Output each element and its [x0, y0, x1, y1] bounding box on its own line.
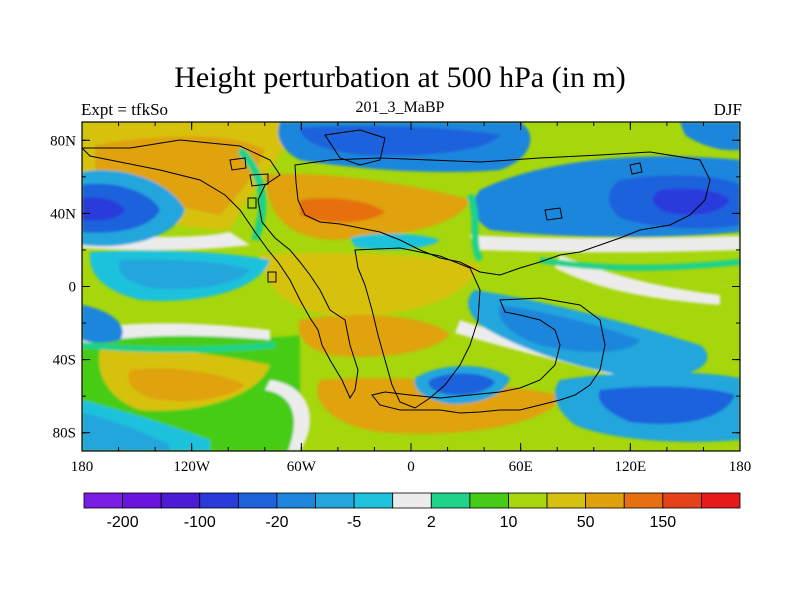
colorbar-label: -100 [184, 514, 216, 531]
colorbar-swatch [315, 492, 355, 509]
low-atlantic-south-core [428, 373, 495, 395]
colorbar-labels: -200 -100 -20 -5 2 10 50 150 [107, 514, 677, 531]
y-axis-labels: 80N 40N 0 40S 80S [50, 133, 76, 441]
coast-island-1 [229, 157, 247, 171]
colorbar-label: 10 [500, 514, 518, 531]
low-arctic-east [680, 122, 740, 151]
coast-island-3 [267, 271, 277, 283]
low-atlantic-eq [350, 233, 440, 250]
orangered-europe [300, 198, 385, 223]
low-pacific-north-deep [82, 197, 125, 221]
x-axis-ticks [81, 122, 741, 451]
season-label: DJF [713, 100, 742, 119]
coast-greenland [324, 129, 386, 166]
colorbar-label: 150 [649, 514, 676, 531]
coastline [82, 129, 711, 414]
coast-island-5 [544, 207, 563, 221]
coast-australia [371, 297, 606, 414]
colorbar-swatch [469, 492, 509, 509]
colorbar-swatch [237, 492, 278, 509]
colorbar-swatch [276, 492, 316, 509]
colorbar-swatch [662, 492, 702, 509]
y-tick-label: 80N [50, 133, 76, 149]
x-tick-label: 120W [173, 459, 211, 475]
orange-south [298, 315, 450, 357]
y-tick-label: 80S [53, 426, 76, 442]
halo-4 [539, 257, 740, 271]
low-southpac-w-core [82, 412, 170, 451]
colorbar [83, 492, 741, 509]
coast-eurasia [294, 151, 711, 276]
x-tick-label: 60E [509, 459, 533, 475]
coast-island-4 [629, 162, 643, 175]
low-south-ocean-core [598, 386, 735, 424]
x-tick-label: 180 [729, 459, 752, 475]
run-label: 201_3_MaBP [355, 99, 445, 116]
x-tick-label: 120E [614, 459, 646, 475]
experiment-label: Expt = tfkSo [81, 100, 169, 119]
colorbar-label: 2 [427, 514, 436, 531]
y-tick-label: 40S [53, 353, 76, 369]
colorbar-swatch [508, 492, 548, 509]
halo-2 [466, 193, 484, 262]
low-arctic-core [300, 126, 500, 156]
yellow-tropic [260, 253, 480, 316]
x-tick-label: 60W [287, 459, 317, 475]
low-indian-core [499, 305, 640, 352]
colorbar-swatch [546, 492, 587, 509]
low-pacific-sw [82, 305, 123, 343]
halo-3 [82, 342, 276, 353]
y-tick-label: 40N [50, 206, 76, 222]
y-tick-label: 0 [69, 280, 77, 296]
plot-title: Height perturbation at 500 hPa (in m) [174, 61, 626, 94]
colorbar-swatch [83, 492, 123, 509]
colorbar-swatch [392, 492, 432, 509]
colorbar-swatch [353, 492, 394, 509]
low-asia-deep [653, 188, 730, 215]
colorbar-label: -20 [265, 514, 288, 531]
colorbar-label: 50 [577, 514, 595, 531]
coast-africa [354, 247, 481, 409]
colorbar-swatch [122, 492, 162, 509]
colorbar-swatch [623, 492, 664, 509]
coast-island-2 [249, 173, 269, 187]
colorbar-swatch [585, 492, 625, 509]
x-tick-label: 180 [71, 459, 94, 475]
colorbar-label: -200 [107, 514, 139, 531]
colorbar-swatch [199, 492, 239, 509]
colorbar-swatch [701, 492, 741, 509]
colorbar-swatch [160, 492, 201, 509]
coast-island-6 [247, 197, 257, 209]
x-tick-label: 0 [407, 459, 415, 475]
colorbar-swatch [430, 492, 471, 509]
halo-1 [237, 147, 267, 242]
coast-america [82, 139, 359, 400]
zero-band-2 [82, 323, 270, 344]
low-pacific-trop-core [118, 259, 250, 290]
colorbar-label: -5 [347, 514, 361, 531]
contour-field [82, 122, 740, 451]
y-axis-ticks [82, 139, 740, 434]
zero-band-6 [265, 380, 310, 451]
zero-band-5 [555, 255, 720, 305]
x-axis-labels: 180 120W 60W 0 60E 120E 180 [71, 459, 752, 475]
orange-southpac [128, 368, 245, 402]
